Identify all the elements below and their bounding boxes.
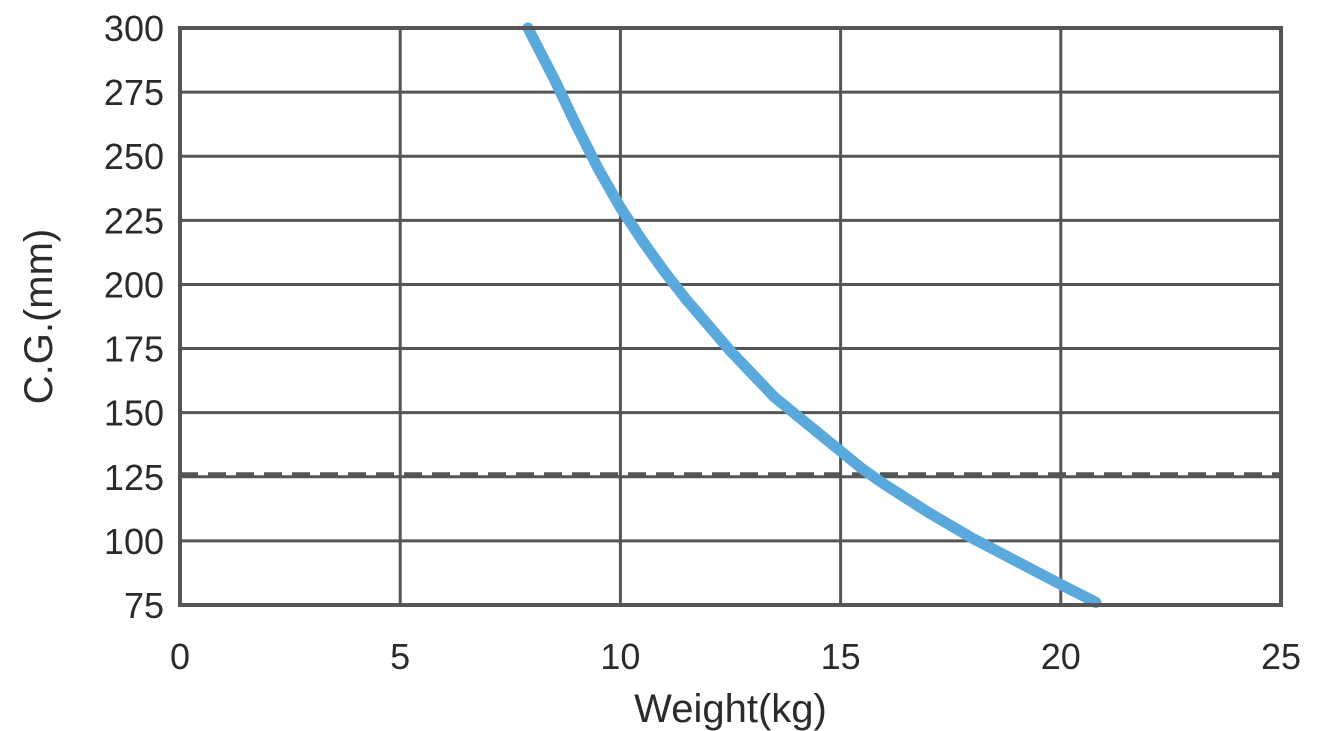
y-tick-label: 300 <box>104 8 164 49</box>
y-tick-label: 225 <box>104 200 164 241</box>
y-tick-label: 275 <box>104 72 164 113</box>
x-tick-label: 15 <box>821 636 861 677</box>
y-tick-label: 100 <box>104 521 164 562</box>
x-tick-label: 0 <box>170 636 190 677</box>
y-tick-label: 200 <box>104 264 164 305</box>
x-tick-label: 10 <box>600 636 640 677</box>
x-axis-title: Weight(kg) <box>634 687 827 731</box>
series-line <box>522 22 1102 608</box>
x-tick-label: 5 <box>390 636 410 677</box>
x-tick-label: 25 <box>1261 636 1301 677</box>
x-tick-label: 20 <box>1041 636 1081 677</box>
y-tick-label: 175 <box>104 329 164 370</box>
y-tick-label: 75 <box>124 585 164 626</box>
y-tick-label: 125 <box>104 457 164 498</box>
plot-frame <box>178 26 1283 607</box>
x-tick-labels: 0 5 10 15 20 25 <box>170 636 1301 677</box>
y-tick-label: 150 <box>104 393 164 434</box>
grid <box>178 26 1283 607</box>
y-axis-title: C.G.(mm) <box>17 229 61 405</box>
y-tick-labels: 75 100 125 150 175 200 225 250 275 300 <box>104 8 164 626</box>
y-tick-label: 250 <box>104 136 164 177</box>
